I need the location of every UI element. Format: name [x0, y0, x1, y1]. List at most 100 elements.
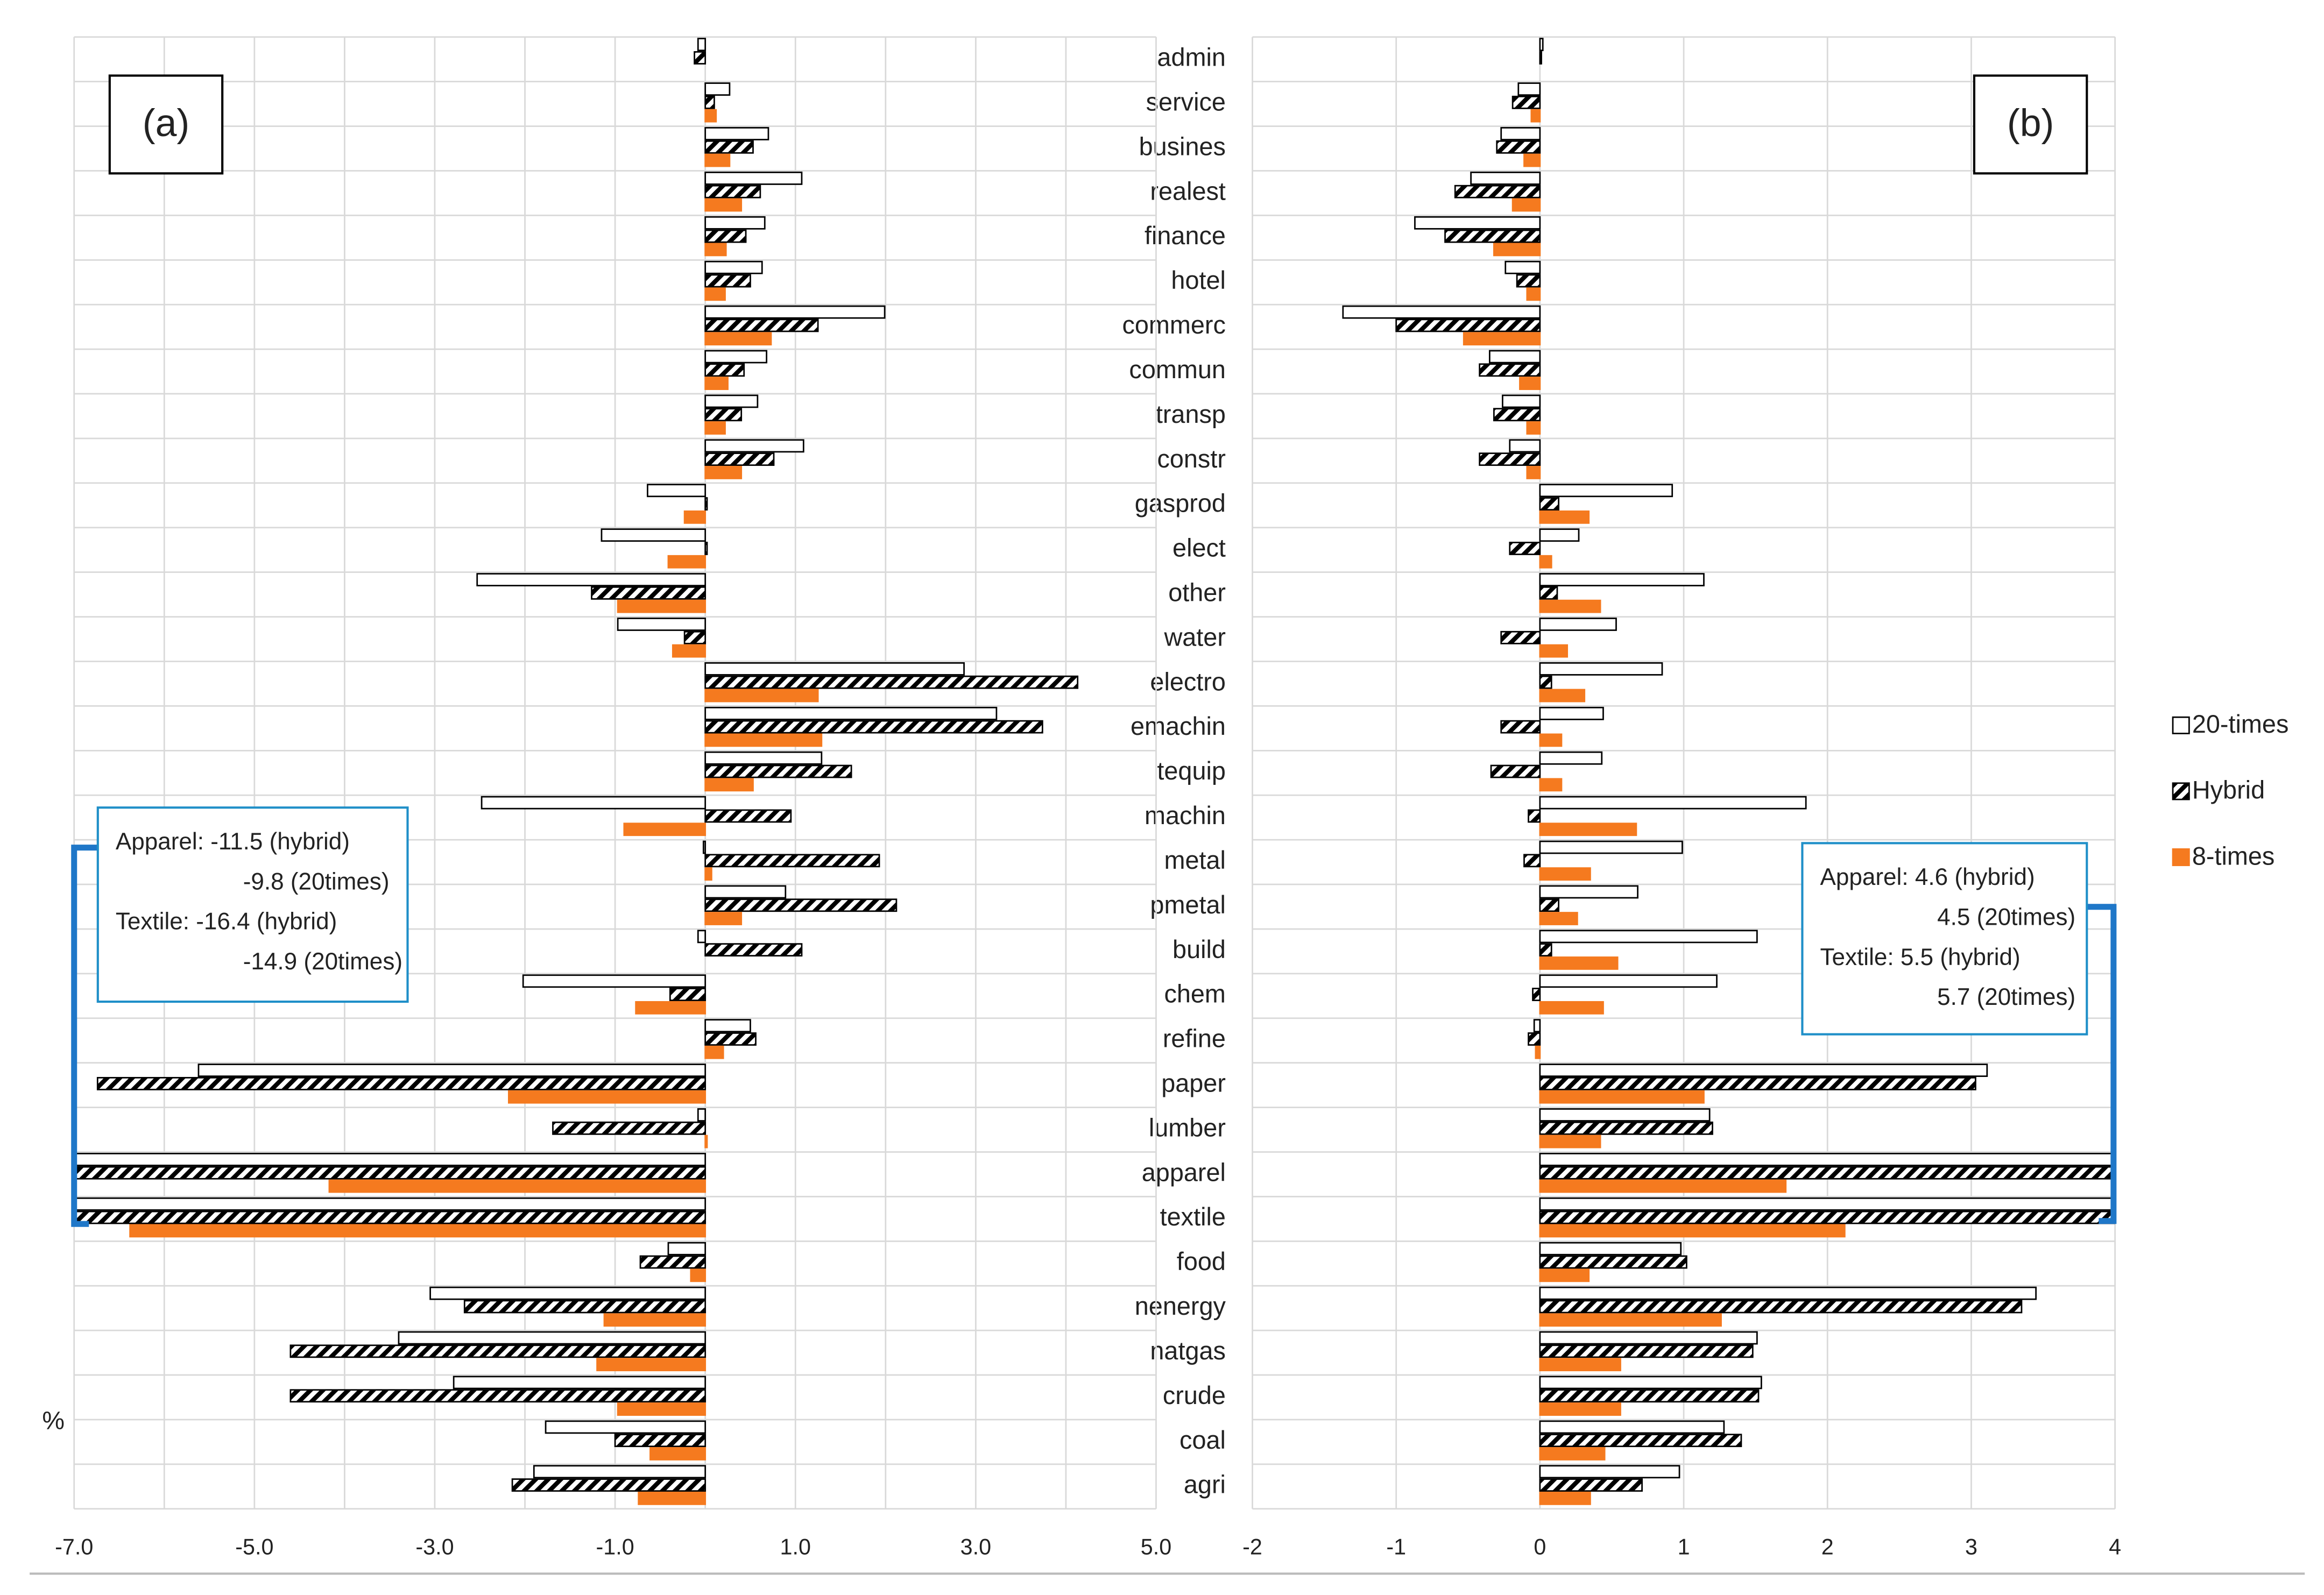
bar — [1342, 305, 1541, 319]
bar — [704, 733, 823, 747]
category-label: finance — [1145, 222, 1226, 250]
legend-label: 8-times — [2192, 842, 2274, 870]
bar — [1395, 318, 1541, 332]
annotation-text: Textile: -16.4 (hybrid) — [116, 909, 337, 935]
bar — [704, 1135, 708, 1149]
x-tick-label: 3 — [1965, 1534, 1977, 1559]
panel-label: (a) — [143, 102, 190, 145]
bar — [1479, 363, 1541, 377]
bar — [1539, 1402, 1621, 1416]
bar — [1539, 1465, 1680, 1479]
bar — [398, 1331, 707, 1345]
bar — [647, 484, 707, 498]
bar — [1539, 51, 1542, 65]
bar — [704, 274, 751, 288]
category-label: busines — [1139, 132, 1226, 160]
bar — [463, 1300, 707, 1314]
bar — [1528, 1032, 1541, 1046]
bar — [704, 185, 761, 199]
bar — [1539, 573, 1705, 586]
bar — [1523, 854, 1541, 868]
bar — [704, 885, 787, 899]
panel-box — [1973, 74, 2088, 175]
bar — [1444, 229, 1541, 243]
bar — [1539, 751, 1603, 765]
bar — [638, 1491, 707, 1505]
bar — [1488, 350, 1541, 364]
bar — [1539, 38, 1544, 52]
bar — [704, 778, 754, 792]
bar — [1539, 1179, 1787, 1193]
bar — [1539, 898, 1559, 912]
bar — [704, 153, 731, 167]
bar — [1539, 662, 1663, 676]
category-label: coal — [1179, 1426, 1226, 1454]
bar — [1539, 618, 1617, 631]
bar — [1530, 109, 1541, 123]
legend-swatch — [2172, 848, 2190, 867]
bar — [1539, 1153, 2115, 1166]
bar — [704, 332, 772, 346]
bar — [1528, 809, 1541, 823]
annotation-text: Apparel: -11.5 (hybrid) — [116, 828, 350, 855]
bar — [1414, 216, 1541, 230]
bar — [453, 1376, 707, 1390]
bar — [1519, 377, 1541, 391]
legend-label: Hybrid — [2192, 776, 2265, 804]
bar — [1493, 243, 1541, 257]
bar — [476, 573, 707, 586]
bar — [1500, 127, 1541, 140]
category-label: build — [1172, 935, 1226, 963]
annotation-box — [96, 806, 409, 1003]
bar — [704, 260, 763, 274]
bar — [591, 586, 707, 600]
bar — [1533, 1019, 1541, 1033]
bar — [1539, 1001, 1604, 1015]
bar — [1539, 599, 1601, 613]
bar — [1493, 408, 1541, 422]
bar — [704, 287, 726, 301]
bar — [697, 1108, 707, 1122]
bar — [603, 1313, 707, 1327]
bar — [522, 974, 707, 988]
bar — [1539, 823, 1637, 837]
bar — [704, 751, 823, 765]
bar — [639, 1255, 707, 1269]
bar — [704, 675, 1079, 689]
bar — [1535, 1045, 1541, 1059]
bar — [1500, 720, 1541, 734]
legend-swatch — [2172, 782, 2190, 800]
bar — [1539, 497, 1559, 511]
bar — [1539, 733, 1563, 747]
bar — [1539, 1268, 1590, 1282]
bar — [533, 1465, 707, 1479]
bar — [1526, 287, 1541, 301]
bar — [552, 1121, 707, 1135]
category-label: transp — [1156, 400, 1226, 428]
bar — [1539, 1491, 1591, 1505]
bar — [704, 867, 712, 881]
bar — [1539, 1076, 1976, 1090]
bar — [704, 497, 708, 511]
bar — [704, 898, 898, 912]
bar — [704, 421, 726, 435]
category-label: nenergy — [1135, 1292, 1226, 1320]
bar — [1539, 1255, 1687, 1269]
bar — [1539, 912, 1578, 925]
bar — [1539, 840, 1683, 854]
x-tick-label: -7.0 — [55, 1534, 93, 1559]
bar — [1539, 1166, 2115, 1180]
bar — [1539, 1197, 2115, 1211]
bar — [683, 510, 707, 524]
bar — [1539, 510, 1590, 524]
bar — [1539, 484, 1673, 498]
x-axis-label: % — [42, 1407, 65, 1435]
bar — [704, 82, 731, 96]
category-label: refine — [1163, 1025, 1226, 1053]
legend-swatch — [2172, 716, 2190, 734]
bar — [1539, 885, 1638, 899]
bar — [545, 1420, 707, 1434]
bar — [1526, 466, 1541, 479]
category-label: emachin — [1131, 712, 1226, 740]
bar — [704, 350, 767, 364]
